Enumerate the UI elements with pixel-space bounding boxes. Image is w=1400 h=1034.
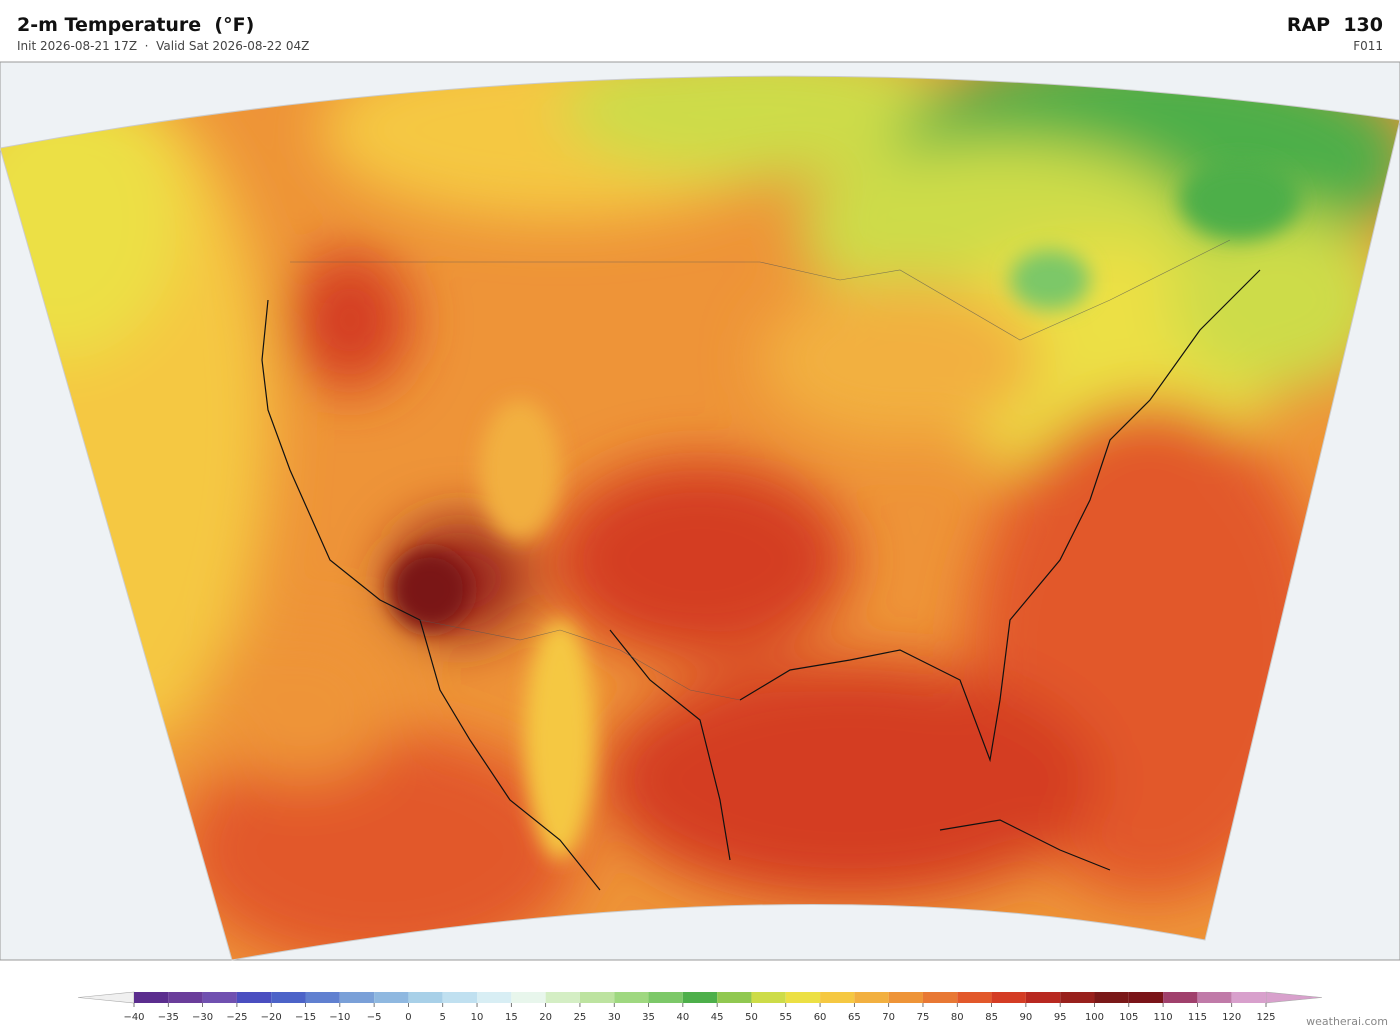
colorbar-bin [305, 992, 340, 1003]
model: RAP 130 [1286, 14, 1383, 36]
colorbar-bin [1231, 992, 1266, 1003]
colorbar-tick-label: 5 [440, 1012, 446, 1023]
colorbar-bin [477, 992, 512, 1003]
colorbar-bin [408, 992, 443, 1003]
colorbar-tick-label: 35 [642, 1012, 655, 1023]
colorbar-bin [1060, 992, 1095, 1003]
colorbar-tick-label: 105 [1119, 1012, 1138, 1023]
colorbar-bin [202, 992, 237, 1003]
forecast-hour: F011 [1353, 39, 1383, 53]
colorbar-tick-label: 125 [1256, 1012, 1275, 1023]
colorbar-tick-label: 60 [814, 1012, 827, 1023]
colorbar-tick-label: 70 [882, 1012, 895, 1023]
colorbar-tick-label: 55 [779, 1012, 792, 1023]
colorbar-bin [1094, 992, 1129, 1003]
colorbar-tick-label: 75 [917, 1012, 930, 1023]
colorbar-bin [922, 992, 958, 1003]
colorbar-bin [854, 992, 889, 1003]
colorbar-bin [820, 992, 855, 1003]
colorbar-bin [236, 992, 272, 1003]
colorbar-tick-label: −20 [261, 1012, 282, 1023]
colorbar-bin [374, 992, 409, 1003]
colorbar-bin [545, 992, 580, 1003]
colorbar-tick-label: −40 [123, 1012, 144, 1023]
colorbar-bin [1128, 992, 1164, 1003]
colorbar-high-extension [1265, 991, 1323, 1004]
colorbar: −40 −35 −30 −25 −20 −15 −10 −5 0 5 10 15 20 25 30 35 40 4… [77, 991, 1323, 1023]
colorbar-tick-label: 0 [405, 1012, 411, 1023]
colorbar-tick-label: −10 [329, 1012, 350, 1023]
colorbar-tick-label: 100 [1085, 1012, 1104, 1023]
colorbar-tick-label: 65 [848, 1012, 861, 1023]
colorbar-bin [957, 992, 992, 1003]
colorbar-tick-label: −5 [367, 1012, 382, 1023]
colorbar-tick-label: 120 [1222, 1012, 1241, 1023]
colorbar-bin [442, 992, 478, 1003]
colorbar-bin [717, 992, 752, 1003]
colorbar-bin [339, 992, 375, 1003]
colorbar-bin [648, 992, 683, 1003]
colorbar-bin [751, 992, 786, 1003]
colorbar-bin [1163, 992, 1198, 1003]
colorbar-bin [134, 992, 169, 1003]
colorbar-tick-label: 25 [574, 1012, 587, 1023]
colorbar-tick-label: 115 [1188, 1012, 1207, 1023]
borders [290, 239, 1231, 701]
colorbar-tick-label: −25 [226, 1012, 247, 1023]
colorbar-tick-label: 40 [676, 1012, 689, 1023]
colorbar-bin [888, 992, 923, 1003]
domain-outline [0, 75, 1400, 961]
colorbar-bin [785, 992, 821, 1003]
subtitle: Init 2026-08-21 17Z · Valid Sat 2026-08-… [17, 39, 310, 53]
colorbar-tick-label: 15 [505, 1012, 518, 1023]
colorbar-tick-label: 50 [745, 1012, 758, 1023]
colorbar-tick-label: 45 [711, 1012, 724, 1023]
colorbar-bin [271, 992, 306, 1003]
colorbar-low-extension [77, 991, 135, 1004]
colorbar-tick-label: 10 [471, 1012, 484, 1023]
title: 2-m Temperature (°F) [17, 14, 255, 36]
coastlines [261, 269, 1261, 891]
colorbar-tick-label: 85 [985, 1012, 998, 1023]
header: 2-m Temperature (°F) Init 2026-08-21 17Z… [0, 0, 1400, 62]
temperature-field [0, 76, 1400, 960]
colorbar-bin [1197, 992, 1232, 1003]
colorbar-tick-label: −35 [158, 1012, 179, 1023]
colorbar-tick-label: 95 [1054, 1012, 1067, 1023]
colorbar-tick-label: −30 [192, 1012, 213, 1023]
colorbar-tick-label: 90 [1020, 1012, 1033, 1023]
colorbar-tick-label: −15 [295, 1012, 316, 1023]
colorbar-tick-label: 110 [1154, 1012, 1173, 1023]
colorbar-bin [991, 992, 1026, 1003]
colorbar-bin [682, 992, 718, 1003]
colorbar-tick-label: 80 [951, 1012, 964, 1023]
colorbar-tick-label: 20 [539, 1012, 552, 1023]
credit: weatherai.com [1306, 1015, 1388, 1028]
colorbar-tick-label: 30 [608, 1012, 621, 1023]
colorbar-bin [1025, 992, 1061, 1003]
colorbar-bin [168, 992, 203, 1003]
colorbar-bin [511, 992, 546, 1003]
colorbar-bin [579, 992, 615, 1003]
colorbar-bin [614, 992, 649, 1003]
